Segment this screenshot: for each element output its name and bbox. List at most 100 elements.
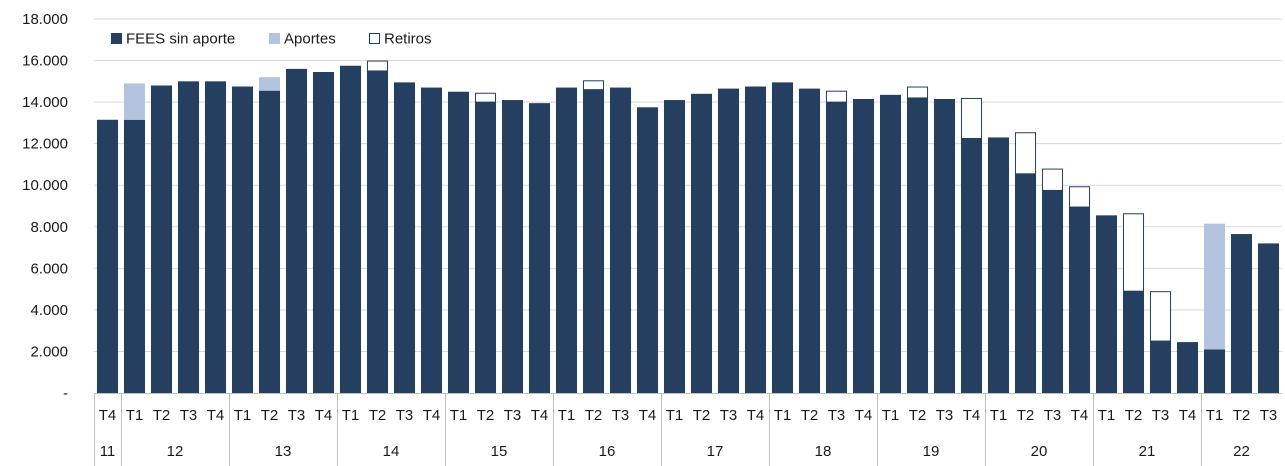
x-tick-label: T1 [450,407,468,424]
x-tick-label: T2 [909,407,927,424]
x-tick-label: T4 [747,407,765,424]
bar-fees-sin-aporte [339,65,362,393]
bar-fees-sin-aporte [1095,215,1118,393]
bar-fees-sin-aporte [447,91,470,393]
bar-aportes [1203,223,1226,350]
x-tick-label: T1 [234,407,252,424]
bar-fees-sin-aporte [258,90,281,393]
y-tick-label: 4.000 [30,302,68,319]
legend-item-retiros: Retiros [369,31,432,48]
bar-fees-sin-aporte [690,93,713,394]
y-tick-label: 12.000 [22,136,68,153]
x-tick-label: T4 [1179,407,1197,424]
x-tick-label: T2 [693,407,711,424]
bar-fees-sin-aporte [852,98,875,393]
x-tick-label: T3 [1260,407,1278,424]
bar-fees-sin-aporte [204,81,227,393]
year-label: 18 [815,443,832,460]
x-tick-label: T3 [504,407,522,424]
bar-fees-sin-aporte [825,102,848,393]
bar-fees-sin-aporte [366,70,389,393]
year-label: 15 [491,443,508,460]
bars [96,60,1280,394]
bar-fees-sin-aporte [1203,349,1226,393]
x-tick-label: T3 [180,407,198,424]
legend-label-aportes: Aportes [284,31,336,48]
x-tick-label: T3 [720,407,738,424]
x-tick-label: T4 [207,407,225,424]
bar-fees-sin-aporte [933,98,956,393]
x-tick-label: T1 [774,407,792,424]
bar-fees-sin-aporte [285,68,308,393]
x-tick-label: T1 [126,407,144,424]
bar-retiros [366,60,389,72]
bar-fees-sin-aporte [636,107,659,394]
x-tick-label: T2 [261,407,279,424]
legend-label-retiros: Retiros [384,31,432,48]
bar-fees-sin-aporte [798,88,821,393]
y-tick-label: 16.000 [22,53,68,70]
y-tick-label: 14.000 [22,94,68,111]
year-label: 20 [1031,443,1048,460]
y-tick-label: 18.000 [22,11,68,28]
x-tick-label: T3 [936,407,954,424]
x-tick-label: T2 [369,407,387,424]
bar-fees-sin-aporte [987,137,1010,393]
bar-fees-sin-aporte [1041,190,1064,393]
bar-retiros [825,90,848,103]
bar-fees-sin-aporte [150,85,173,393]
bar-fees-sin-aporte [717,88,740,393]
y-tick-label: 8.000 [30,219,68,236]
legend-swatch-fees [111,33,122,44]
bar-fees-sin-aporte [1230,234,1253,393]
x-tick-label: T2 [1125,407,1143,424]
bar-retiros [474,92,497,103]
bar-retiros [1014,132,1037,175]
x-tick-label: T3 [288,407,306,424]
y-tick-label: - [63,385,68,402]
bar-fees-sin-aporte [771,82,794,393]
bar-fees-sin-aporte [96,119,119,394]
x-tick-label: T1 [1206,407,1224,424]
bar-retiros [1068,186,1091,208]
x-tick-label: T1 [882,407,900,424]
y-tick-label: 6.000 [30,260,68,277]
bar-fees-sin-aporte [582,89,605,394]
bar-fees-sin-aporte [393,82,416,393]
bar-fees-sin-aporte [1122,291,1145,393]
legend-item-fees: FEES sin aporte [111,31,235,48]
bar-retiros [582,80,605,91]
year-label: 12 [167,443,184,460]
year-label: 19 [923,443,940,460]
x-tick-label: T1 [342,407,360,424]
legend-swatch-retiros [369,33,380,44]
x-tick-label: T1 [1098,407,1116,424]
x-tick-label: T2 [153,407,171,424]
bar-retiros [1122,213,1145,292]
year-label: 22 [1233,443,1250,460]
bar-retiros [1041,168,1064,191]
bar-fees-sin-aporte [1176,342,1199,393]
bar-fees-sin-aporte [1149,341,1172,393]
y-axis-ticks: - 2.000 4.000 6.000 8.000 10.000 12.000 14.000 1… [22,11,68,402]
bar-fees-sin-aporte [528,103,551,394]
year-label: 17 [707,443,724,460]
x-axis: T4 T1 T2 T3 T4 T1 T2 T3 T4 T1 T2 T3 T4 T1 T2 T3 T4 T1 T2 T3… [94,393,1282,466]
x-tick-label: T2 [1017,407,1035,424]
legend-swatch-aportes [269,33,280,44]
legend-item-aportes: Aportes [269,31,336,48]
bar-fees-sin-aporte [960,138,983,393]
year-label: 14 [383,443,400,460]
x-tick-label: T4 [315,407,333,424]
bar-aportes [123,83,146,120]
year-label: 11 [100,443,116,460]
bar-retiros [1149,291,1172,342]
y-tick-label: 2.000 [30,343,68,360]
x-tick-label: T2 [585,407,603,424]
x-tick-label: T2 [801,407,819,424]
y-tick-label: 10.000 [22,177,68,194]
bar-fees-sin-aporte [879,94,902,393]
x-tick-label: T3 [1152,407,1170,424]
x-tick-label: T1 [666,407,684,424]
